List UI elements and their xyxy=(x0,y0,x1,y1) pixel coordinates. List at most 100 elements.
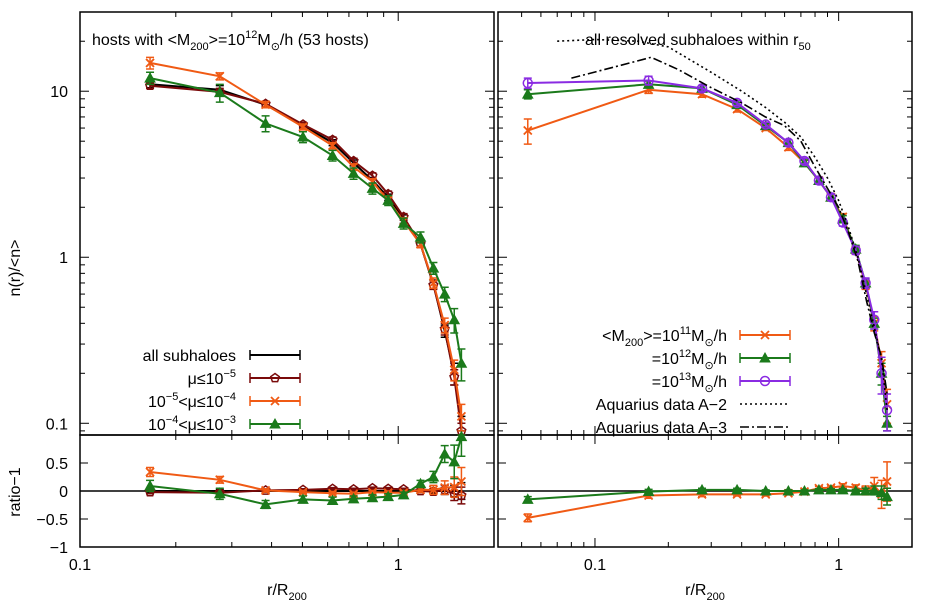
cross-marker xyxy=(260,100,271,110)
cross-marker xyxy=(456,476,467,487)
legend-label-part: M xyxy=(691,328,704,345)
cross-marker xyxy=(440,483,450,493)
circle-marker xyxy=(643,75,654,86)
triangle-marker xyxy=(366,491,379,503)
circle-marker xyxy=(876,368,887,379)
triangle-marker xyxy=(759,351,771,363)
legend-label-part: ⊙ xyxy=(704,337,713,349)
legend-swatch-cap xyxy=(739,376,791,386)
error-bar xyxy=(800,157,809,165)
legend-label: Aquarius data A−3 xyxy=(596,420,727,437)
left-main-frame xyxy=(79,11,495,436)
cross-marker xyxy=(327,141,338,151)
triangle-marker xyxy=(455,357,468,368)
cross-marker xyxy=(523,513,533,523)
circle-marker xyxy=(799,155,810,167)
triangle-marker xyxy=(448,455,461,467)
triangle-marker xyxy=(455,430,468,442)
x-tick-label: 1 xyxy=(394,557,403,574)
triangle-marker xyxy=(731,483,743,495)
legend-label-part: 12 xyxy=(679,348,691,360)
triangle-marker xyxy=(382,194,395,205)
legend-label-part: ⊙ xyxy=(704,360,713,372)
error-bar xyxy=(761,121,770,128)
triangle-marker xyxy=(868,484,881,495)
legend-swatch-cap xyxy=(739,330,791,340)
cross-marker xyxy=(298,122,308,132)
x-tick-label: 1 xyxy=(834,557,843,574)
legend-label-part: >=10 xyxy=(643,328,680,345)
right-xlabel: r/R200 xyxy=(685,582,725,603)
circle-marker xyxy=(881,404,893,416)
legend-label-part: ⊙ xyxy=(704,383,713,395)
ratio-y-tick-label: −1 xyxy=(50,540,68,557)
legend-label-part: /h xyxy=(714,328,727,345)
left-axes: 0.1 1 0.1 1 10 0.5 0 −0.5 −1 xyxy=(36,11,495,574)
pentagon-marker xyxy=(456,490,467,500)
triangle-marker xyxy=(427,262,440,273)
circle-marker xyxy=(813,175,825,186)
legend-label: μ≤10−5 xyxy=(188,368,236,388)
legend-label-part: μ≤10 xyxy=(188,371,224,388)
triangle-marker xyxy=(259,117,272,128)
left-plot-area xyxy=(144,56,468,436)
legend-label: <M200>=1011M⊙/h xyxy=(602,325,727,349)
ratio-y-tick-label: −0.5 xyxy=(36,512,68,529)
legend-label: Aquarius data A−2 xyxy=(596,397,727,414)
circle-marker xyxy=(783,137,794,148)
cross-marker xyxy=(327,488,338,498)
legend-label-part: −5 xyxy=(166,391,179,403)
left-legend: all subhaloesμ≤10−510−5<μ≤10−410−4<μ≤10−… xyxy=(143,348,301,434)
y-tick-label: 0.1 xyxy=(46,416,68,433)
legend-swatch-cap xyxy=(249,396,301,406)
y-tick-label: 10 xyxy=(50,84,68,101)
right-plot-area xyxy=(521,38,893,432)
series-line xyxy=(557,38,888,411)
triangle-marker xyxy=(759,484,772,496)
triangle-marker xyxy=(782,484,795,496)
ratio-line xyxy=(527,481,889,519)
ratio-y-tick-label: 0 xyxy=(59,484,68,501)
triangle-marker xyxy=(297,130,309,142)
y-tick-label: 1 xyxy=(59,250,68,267)
right-panel: 0.1 1 all resolved subhaloes within r50 r… xyxy=(497,11,913,603)
right-title: all resolved subhaloes within r50 xyxy=(585,32,811,53)
legend-label-part: <M xyxy=(602,328,625,345)
cross-marker xyxy=(215,71,225,81)
cross-marker xyxy=(348,162,359,172)
triangle-marker xyxy=(825,483,837,495)
legend-label: 10−5<μ≤10−4 xyxy=(148,391,236,411)
triangle-marker xyxy=(521,493,534,504)
legend-label: all subhaloes xyxy=(143,348,236,365)
left-xlabel: r/R200 xyxy=(267,582,307,603)
legend-label-part: =10 xyxy=(652,351,679,368)
error-bar xyxy=(698,84,707,92)
triangle-marker xyxy=(438,288,451,299)
legend-label: =1013M⊙/h xyxy=(652,371,727,395)
cross-marker xyxy=(145,58,155,68)
circle-marker xyxy=(760,119,771,130)
left-ratio-area xyxy=(144,430,468,510)
triangle-marker xyxy=(438,448,451,459)
triangle-marker xyxy=(813,483,825,495)
triangle-marker xyxy=(521,88,534,99)
triangle-marker xyxy=(397,488,410,500)
legend-label-part: −4 xyxy=(223,391,236,403)
right-legend: <M200>=1011M⊙/h=1012M⊙/h=1013M⊙/hAquariu… xyxy=(596,325,791,437)
triangle-marker xyxy=(836,483,849,495)
ratio-line xyxy=(149,471,463,495)
triangle-marker xyxy=(144,479,156,491)
triangle-marker xyxy=(366,182,379,193)
x-tick-label: 0.1 xyxy=(69,557,91,574)
cross-marker xyxy=(428,278,439,288)
ratio-y-tick-label: 0.5 xyxy=(46,456,68,473)
left-title: hosts with <M200>=1012M⊙/h (53 hosts) xyxy=(92,29,369,53)
legend-swatch-cap xyxy=(739,353,791,363)
legend-label-part: /h xyxy=(714,374,727,391)
left-ylabel: n(r)/<n> xyxy=(7,240,24,297)
triangle-marker xyxy=(849,484,862,496)
triangle-marker xyxy=(859,484,872,496)
cross-marker xyxy=(440,320,450,330)
cross-marker xyxy=(367,177,378,187)
